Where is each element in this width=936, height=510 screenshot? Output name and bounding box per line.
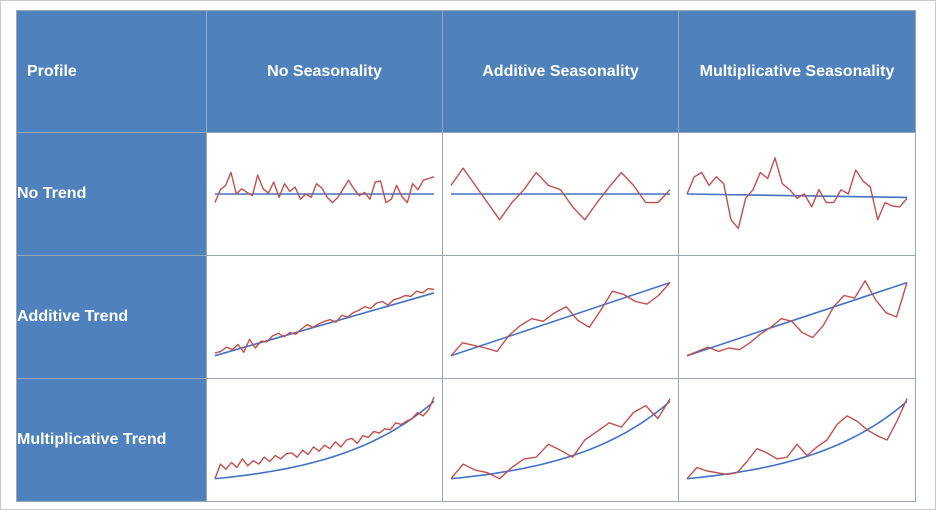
series-line bbox=[450, 167, 671, 221]
series-line bbox=[686, 280, 908, 357]
series-line bbox=[214, 171, 435, 204]
cell-multiplicative-trend-no-seasonality bbox=[206, 378, 443, 502]
cell-no-trend-no-seasonality bbox=[206, 132, 443, 256]
cell-additive-trend-multiplicative-seasonality bbox=[678, 255, 916, 379]
chart-panel bbox=[450, 281, 671, 357]
chart-panel bbox=[450, 398, 671, 480]
trend-line bbox=[214, 292, 435, 357]
col-header-additive-seasonality: Additive Seasonality bbox=[442, 10, 679, 133]
col-header-no-seasonality: No Seasonality bbox=[206, 10, 443, 133]
col-header-multiplicative-seasonality: Multiplicative Seasonality bbox=[678, 10, 916, 133]
cell-additive-trend-no-seasonality bbox=[206, 255, 443, 379]
chart-panel bbox=[686, 398, 908, 480]
chart-panel bbox=[214, 396, 435, 480]
trend-line bbox=[450, 400, 671, 480]
row-label-additive-trend: Additive Trend bbox=[16, 255, 207, 379]
series-line bbox=[686, 398, 908, 480]
chart-panel bbox=[450, 167, 671, 221]
chart-panel bbox=[214, 287, 435, 357]
chart-panel bbox=[214, 171, 435, 204]
trend-line bbox=[214, 400, 435, 480]
chart-panel bbox=[686, 280, 908, 357]
trend-line bbox=[686, 281, 908, 357]
cell-multiplicative-trend-additive-seasonality bbox=[442, 378, 679, 502]
series-line bbox=[450, 282, 671, 357]
trend-line bbox=[686, 400, 908, 480]
row-multiplicative-trend: Multiplicative Trend bbox=[16, 378, 916, 502]
series-line bbox=[450, 398, 671, 480]
profile-header: Profile bbox=[16, 10, 207, 133]
row-label-no-trend: No Trend bbox=[16, 132, 207, 256]
chart-panel bbox=[686, 157, 908, 230]
cell-no-trend-additive-seasonality bbox=[442, 132, 679, 256]
row-label-multiplicative-trend: Multiplicative Trend bbox=[16, 378, 207, 502]
cell-additive-trend-additive-seasonality bbox=[442, 255, 679, 379]
header-row: Profile No Seasonality Additive Seasonal… bbox=[16, 10, 916, 133]
cell-no-trend-multiplicative-seasonality bbox=[678, 132, 916, 256]
series-line bbox=[214, 287, 435, 354]
series-line bbox=[214, 396, 435, 479]
row-additive-trend: Additive Trend bbox=[16, 255, 916, 379]
series-line bbox=[686, 157, 908, 230]
trend-line bbox=[686, 193, 908, 199]
trend-line bbox=[450, 281, 671, 357]
cell-multiplicative-trend-multiplicative-seasonality bbox=[678, 378, 916, 502]
row-no-trend: No Trend bbox=[16, 132, 916, 256]
seasonality-trend-table: Profile No Seasonality Additive Seasonal… bbox=[16, 10, 916, 502]
